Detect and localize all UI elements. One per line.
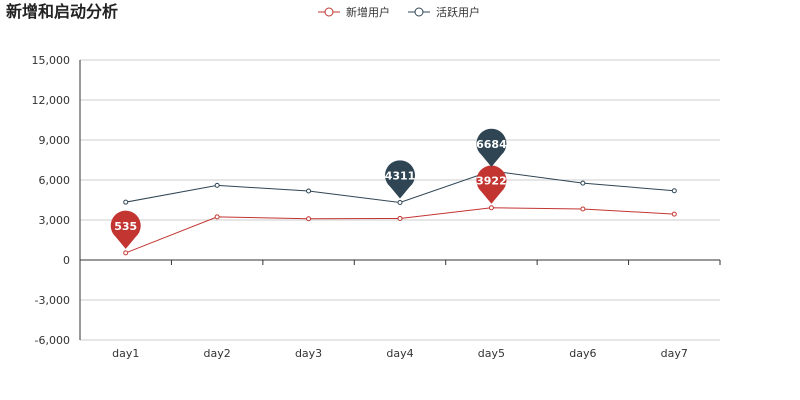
legend-circle-icon (414, 7, 424, 17)
y-tick-label: 6,000 (39, 174, 71, 187)
pin-shape (476, 128, 507, 167)
pin-label: 6684 (476, 138, 507, 151)
legend-item-1[interactable]: 新增用户 (318, 5, 390, 19)
legend-item-2[interactable]: 活跃用户 (408, 5, 480, 19)
pin-marker: 6684 (476, 128, 507, 167)
y-tick-label: 9,000 (39, 134, 71, 147)
data-point[interactable] (397, 215, 403, 221)
y-tick-label: 3,000 (39, 214, 71, 227)
data-point[interactable] (306, 216, 312, 222)
pin-label: 3922 (476, 175, 507, 188)
chart-title: 新增和启动分析 (6, 2, 118, 21)
series-1 (123, 205, 677, 256)
y-tick-label: 12,000 (32, 94, 71, 107)
x-tick-label: day6 (569, 347, 596, 360)
data-point[interactable] (306, 188, 312, 194)
legend[interactable]: 新增用户 活跃用户 (318, 5, 480, 19)
pin-markers: 3922 535 6684 4311 (110, 128, 507, 249)
data-point[interactable] (671, 211, 677, 217)
data-point[interactable] (580, 206, 586, 212)
y-tick-label: 0 (63, 254, 70, 267)
data-point[interactable] (214, 214, 220, 220)
data-point[interactable] (214, 182, 220, 188)
data-point[interactable] (123, 250, 129, 256)
pin-shape (476, 165, 507, 204)
legend-label: 新增用户 (346, 5, 390, 19)
x-tick-label: day7 (661, 347, 688, 360)
x-tick-label: day4 (386, 347, 413, 360)
legend-label: 活跃用户 (436, 5, 480, 19)
legend-circle-icon (324, 7, 334, 17)
pin-shape (385, 160, 415, 199)
grid (80, 59, 720, 341)
x-tick-label: day3 (295, 347, 322, 360)
axes: -6,000 -3,000 0 3,000 6,000 9,000 12,000 15,000… (32, 54, 721, 360)
pin-marker: 4311 (385, 160, 416, 199)
pin-marker: 3922 (476, 165, 507, 204)
series-line (125, 207, 675, 254)
x-tick-label: day5 (478, 347, 505, 360)
data-point[interactable] (671, 188, 677, 194)
data-point[interactable] (123, 199, 129, 205)
x-tick-label: day1 (112, 347, 139, 360)
pin-label: 4311 (385, 170, 416, 183)
y-tick-label: 15,000 (32, 54, 71, 67)
data-point[interactable] (397, 200, 403, 206)
data-point[interactable] (580, 180, 586, 186)
x-tick-label: day2 (204, 347, 231, 360)
pin-label: 535 (114, 220, 137, 233)
y-tick-label: -6,000 (35, 334, 70, 347)
series-layer (123, 168, 677, 256)
series-2 (123, 168, 677, 206)
pin-marker: 535 (110, 210, 141, 249)
y-tick-label: -3,000 (35, 294, 70, 307)
data-point[interactable] (488, 205, 494, 211)
pin-shape (110, 210, 141, 249)
